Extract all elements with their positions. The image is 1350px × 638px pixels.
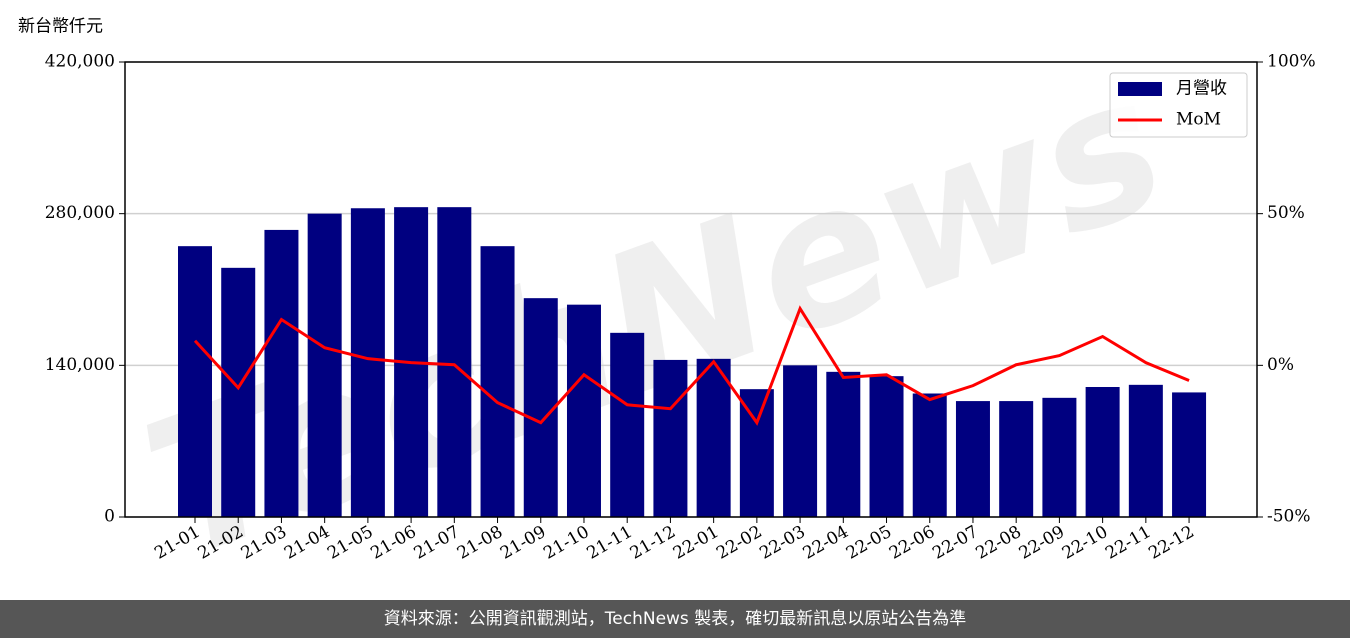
y2-tick-label: -50% xyxy=(1267,507,1311,527)
bar xyxy=(566,304,601,517)
bar xyxy=(696,358,731,517)
x-tick-label: 22-02 xyxy=(713,522,765,564)
bar xyxy=(523,298,558,517)
plot-frame xyxy=(124,61,1258,518)
legend-label: 月營收 xyxy=(1176,79,1227,99)
x-tick-label: 22-07 xyxy=(929,522,981,564)
y-axis-label: 新台幣仟元 xyxy=(18,17,103,37)
legend-swatch xyxy=(1118,82,1162,96)
bar xyxy=(653,359,688,517)
bar xyxy=(1085,387,1120,517)
x-tick-label: 21-10 xyxy=(540,522,592,564)
bar xyxy=(912,393,947,517)
x-tick-label: 22-06 xyxy=(886,522,938,564)
bar xyxy=(610,332,645,517)
bar xyxy=(1128,384,1163,517)
x-tick-label: 22-08 xyxy=(972,522,1024,564)
y2-tick-label: 0% xyxy=(1267,355,1294,375)
bar xyxy=(826,371,861,517)
bar xyxy=(178,246,212,517)
y2-tick-label: 50% xyxy=(1267,203,1305,223)
x-tick-label: 21-11 xyxy=(584,522,636,564)
mom-line xyxy=(193,305,1190,426)
x-tick-label: 22-05 xyxy=(843,522,895,564)
bar xyxy=(1172,392,1207,517)
x-tick-label: 22-11 xyxy=(1102,522,1154,564)
y2-tick-label: 100% xyxy=(1267,52,1316,72)
x-tick-label: 21-09 xyxy=(497,522,549,564)
bar xyxy=(869,376,904,517)
bar xyxy=(783,365,818,517)
x-tick-label: 22-04 xyxy=(800,522,852,564)
footer: 資料來源：公開資訊觀測站，TechNews 製表，確切最新訊息以原站公告為準 xyxy=(384,609,966,629)
bar xyxy=(307,213,342,517)
x-tick-label: 22-09 xyxy=(1016,522,1068,564)
x-tick-label: 22-03 xyxy=(756,522,808,564)
x-tick-label: 21-12 xyxy=(627,522,679,564)
x-tick-label: 22-12 xyxy=(1145,522,1197,564)
y-tick-label: 0 xyxy=(104,507,115,527)
bar xyxy=(999,401,1034,517)
bar xyxy=(480,246,515,517)
x-tick-label: 22-10 xyxy=(1059,522,1111,564)
bar xyxy=(955,401,990,517)
bar xyxy=(221,267,256,517)
bar xyxy=(1042,397,1077,517)
bar xyxy=(437,207,472,517)
footer-bar xyxy=(0,600,1350,638)
bar xyxy=(264,229,299,517)
x-tick-label: 21-07 xyxy=(411,522,463,564)
x-tick-label: 22-01 xyxy=(670,522,722,564)
y-tick-label: 280,000 xyxy=(45,203,115,223)
y-tick-label: 420,000 xyxy=(45,52,115,72)
y-tick-label: 140,000 xyxy=(45,355,115,375)
bar xyxy=(739,389,774,517)
bar xyxy=(350,208,385,517)
legend-label: MoM xyxy=(1176,110,1221,130)
x-tick-label: 21-08 xyxy=(454,522,506,564)
